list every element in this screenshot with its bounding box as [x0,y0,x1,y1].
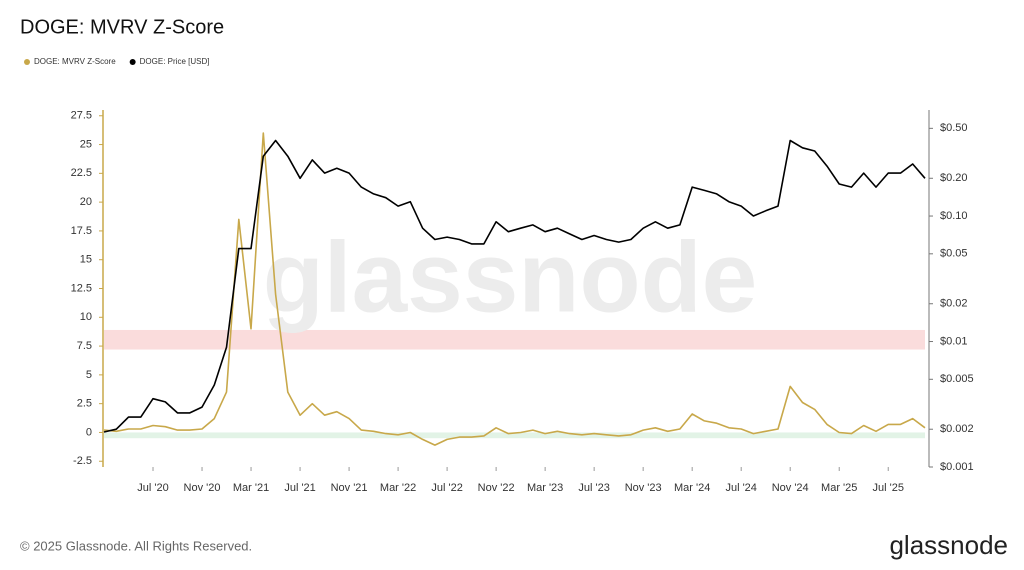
watermark: glassnode [263,221,758,333]
y-tick-label: 15 [80,254,92,266]
y-tick-label: 7.5 [77,340,92,352]
y-tick-label: 17.5 [71,225,92,237]
band [104,432,925,439]
y2-tick-label: $0.02 [940,298,968,310]
x-tick-label: Jul '25 [873,482,904,494]
y-tick-label: -2.5 [73,455,92,467]
y2-tick-label: $0.20 [940,172,968,184]
x-tick-label: Nov '24 [772,482,809,494]
x-tick-label: Nov '20 [184,482,221,494]
y2-tick-label: $0.002 [940,423,974,435]
y-tick-label: 2.5 [77,398,92,410]
logo: glassnode [889,530,1008,560]
x-tick-label: Mar '23 [527,482,563,494]
legend-marker [24,59,30,65]
x-tick-label: Nov '22 [478,482,515,494]
legend-label: DOGE: Price [USD] [140,57,210,66]
y2-tick-label: $0.001 [940,461,974,473]
x-tick-label: Mar '24 [674,482,710,494]
y2-tick-label: $0.05 [940,248,968,260]
x-tick-label: Jul '22 [431,482,462,494]
x-tick-label: Jul '21 [284,482,315,494]
y-tick-label: 12.5 [71,282,92,294]
y-tick-label: 5 [86,369,92,381]
x-tick-label: Mar '25 [821,482,857,494]
x-tick-label: Jul '24 [725,482,756,494]
y-tick-label: 10 [80,311,92,323]
x-tick-label: Nov '23 [625,482,662,494]
line-series [103,139,926,433]
y-tick-label: 25 [80,138,92,150]
chart-title: DOGE: MVRV Z-Score [20,16,224,38]
copyright: © 2025 Glassnode. All Rights Reserved. [20,538,252,553]
y2-tick-label: $0.01 [940,335,968,347]
x-tick-label: Jul '23 [578,482,609,494]
y-tick-label: 0 [86,426,92,438]
y-tick-label: 27.5 [71,110,92,122]
x-tick-label: Nov '21 [331,482,368,494]
x-tick-label: Mar '21 [233,482,269,494]
y-tick-label: 20 [80,196,92,208]
x-tick-label: Mar '22 [380,482,416,494]
line-series [103,132,926,446]
x-tick-label: Jul '20 [137,482,168,494]
y2-tick-label: $0.10 [940,210,968,222]
y2-tick-label: $0.005 [940,373,974,385]
legend-marker [129,59,136,65]
legend-label: DOGE: MVRV Z-Score [34,57,116,66]
y-tick-label: 22.5 [71,167,92,179]
y2-tick-label: $0.50 [940,122,968,134]
band [104,329,925,350]
